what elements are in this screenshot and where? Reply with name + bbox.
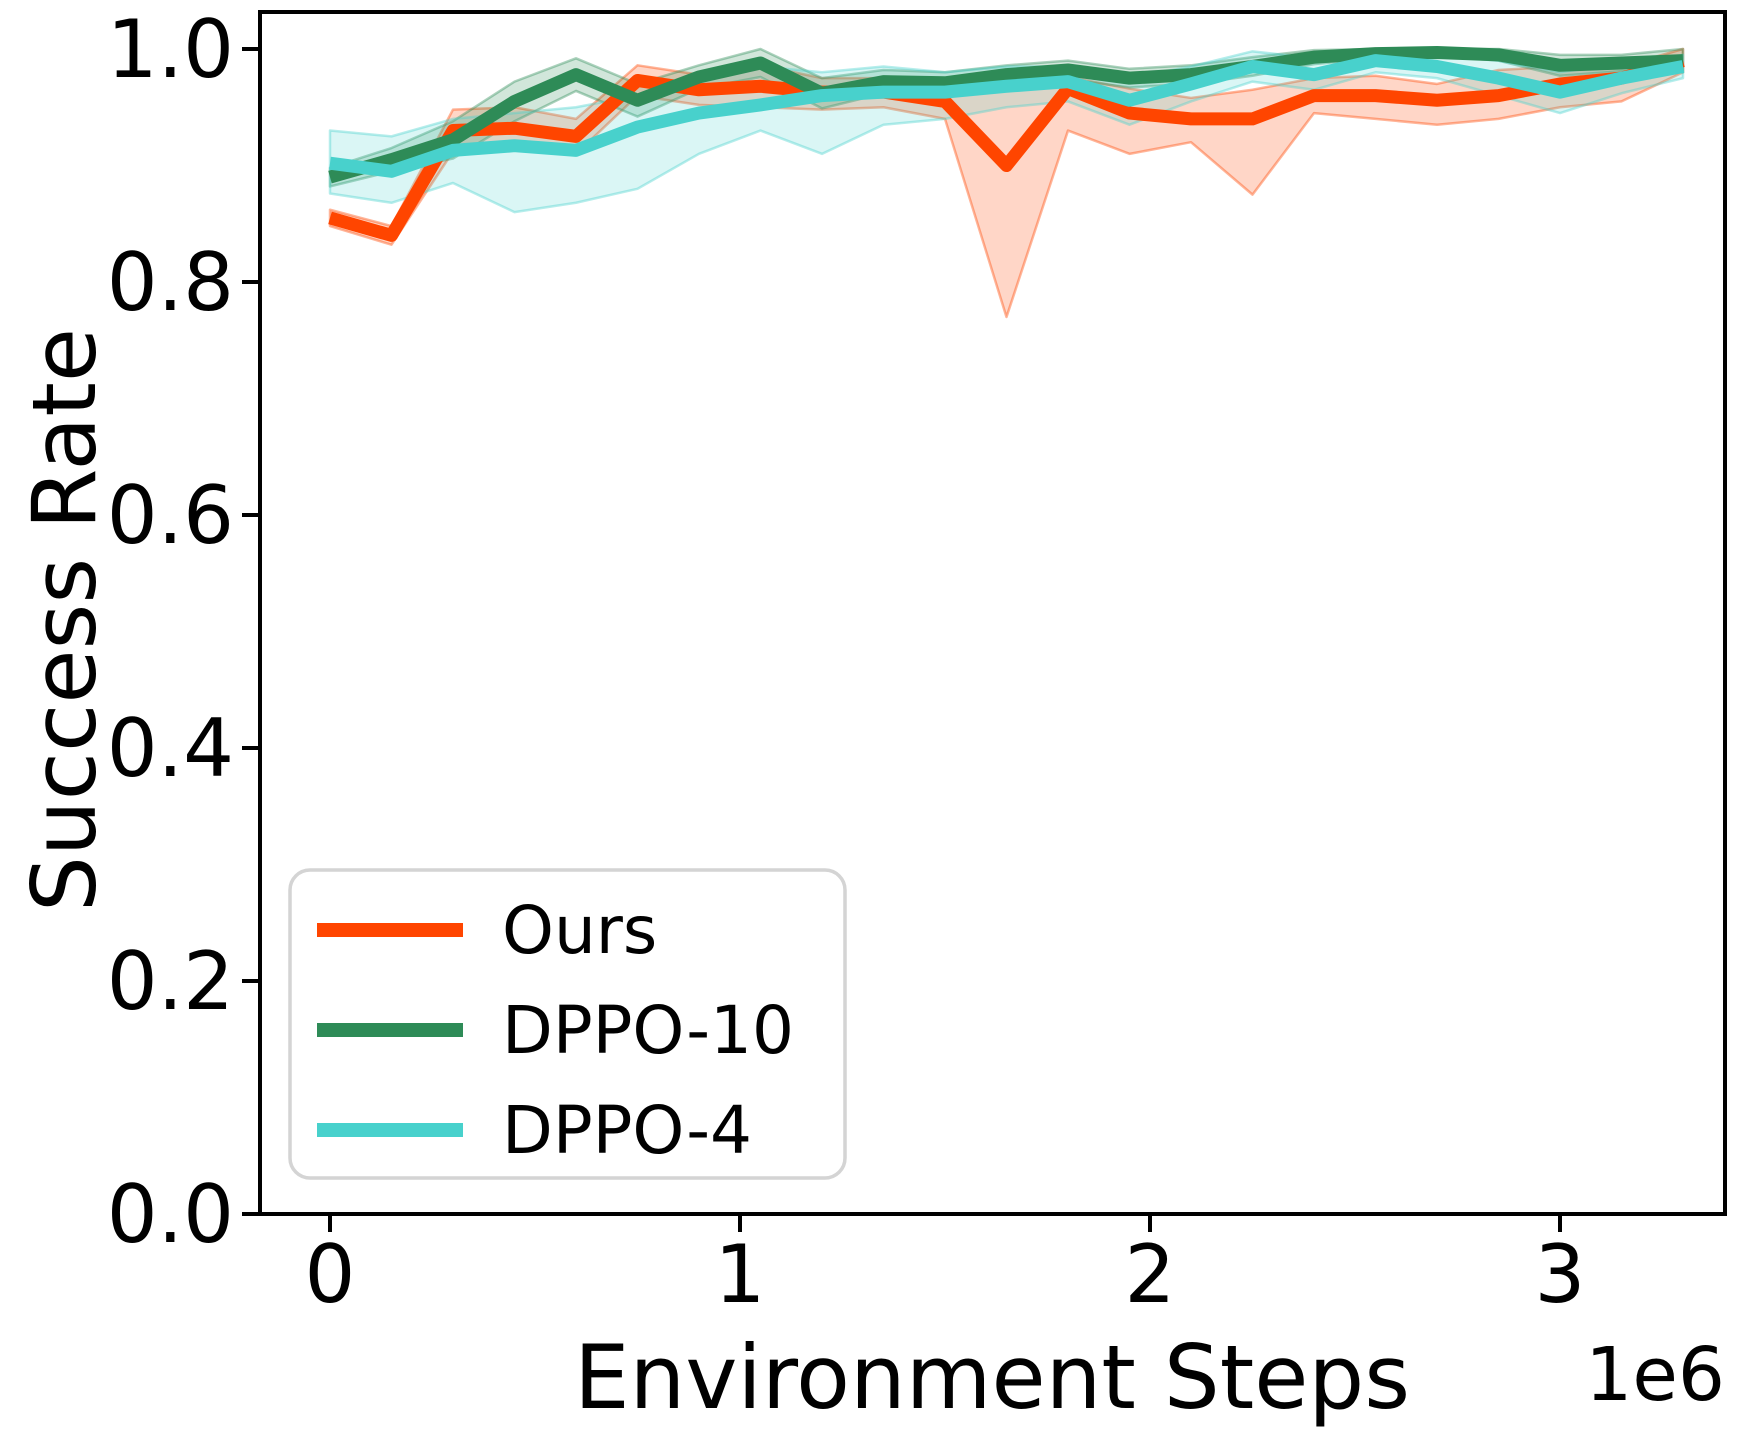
legend-frame	[288, 868, 847, 1180]
x-tick-label: 2	[1125, 1228, 1176, 1321]
y-tick-label: 0.0	[107, 1168, 234, 1261]
line-ours	[328, 54, 1685, 242]
x-axis-offset-text: 1e6	[1585, 1332, 1725, 1418]
y-tick-label: 0.6	[107, 469, 234, 562]
legend: Ours DPPO-10 DPPO-4	[288, 868, 847, 1180]
legend-label-ours: Ours	[502, 892, 657, 969]
x-tick-label: 0	[305, 1228, 356, 1321]
series-lines-layer	[328, 45, 1685, 242]
legend-entry-ours: Ours	[317, 892, 657, 969]
x-axis-label: Environment Steps	[574, 1326, 1410, 1429]
legend-entry-dppo-4: DPPO-4	[317, 1092, 752, 1169]
axes-spines	[258, 10, 1727, 1216]
y-tick-label: 0.2	[107, 935, 234, 1028]
line-dppo-10	[328, 45, 1684, 184]
line-dppo-4	[329, 54, 1685, 178]
x-tick-label: 1	[715, 1228, 766, 1321]
legend-label-dppo-4: DPPO-4	[502, 1092, 752, 1169]
y-tick-label: 0.4	[107, 702, 234, 795]
ticks-layer: 0 1 2 3 0.0 0.2 0.4 0.6 0.8 1.0	[107, 3, 1586, 1321]
y-axis-label: Success Rate	[13, 328, 116, 912]
x-tick-label: 3	[1535, 1228, 1586, 1321]
y-tick-label: 0.8	[107, 236, 234, 329]
legend-label-dppo-10: DPPO-10	[502, 992, 794, 1069]
legend-entry-dppo-10: DPPO-10	[317, 992, 794, 1069]
y-tick-label: 1.0	[107, 3, 234, 96]
